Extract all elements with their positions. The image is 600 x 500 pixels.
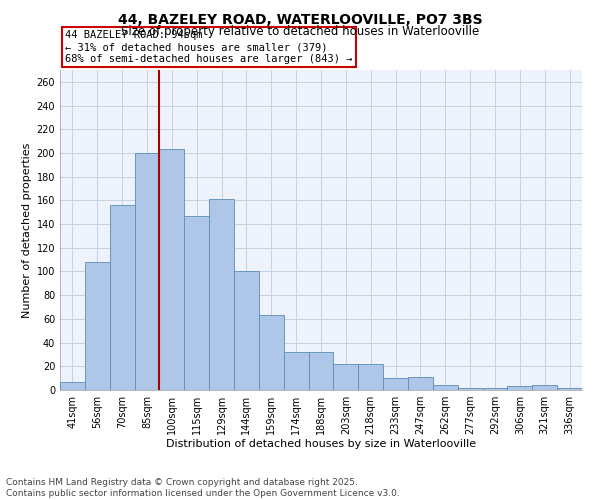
Bar [184,216,209,390]
Bar [134,153,160,390]
Text: 44 BAZELEY ROAD: 94sqm
← 31% of detached houses are smaller (379)
68% of semi-de: 44 BAZELEY ROAD: 94sqm ← 31% of detached… [65,30,353,64]
Bar [557,388,582,390]
Bar [209,199,234,390]
Bar [433,386,458,390]
Bar [308,352,334,390]
Text: Size of property relative to detached houses in Waterlooville: Size of property relative to detached ho… [121,25,479,38]
Y-axis label: Number of detached properties: Number of detached properties [22,142,32,318]
Bar [284,352,308,390]
Bar [532,386,557,390]
Bar [160,150,184,390]
Text: 44, BAZELEY ROAD, WATERLOOVILLE, PO7 3BS: 44, BAZELEY ROAD, WATERLOOVILLE, PO7 3BS [118,12,482,26]
Bar [408,377,433,390]
Bar [234,272,259,390]
Text: Contains HM Land Registry data © Crown copyright and database right 2025.
Contai: Contains HM Land Registry data © Crown c… [6,478,400,498]
Bar [110,205,134,390]
Bar [85,262,110,390]
Bar [508,386,532,390]
Bar [334,364,358,390]
Bar [259,316,284,390]
Bar [383,378,408,390]
Bar [482,388,508,390]
X-axis label: Distribution of detached houses by size in Waterlooville: Distribution of detached houses by size … [166,438,476,448]
Bar [458,388,482,390]
Bar [60,382,85,390]
Bar [358,364,383,390]
